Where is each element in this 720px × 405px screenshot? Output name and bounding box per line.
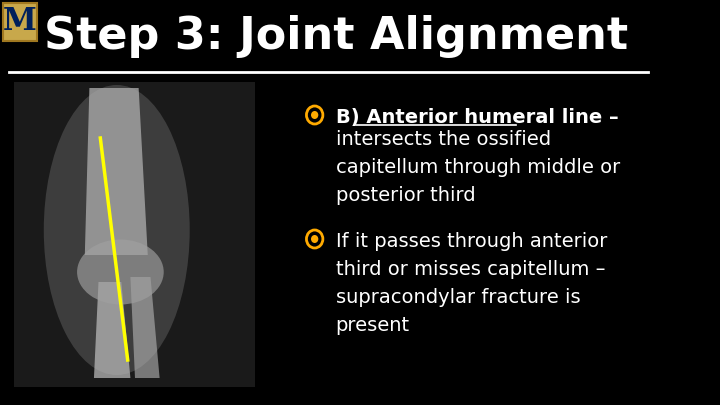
Polygon shape [130, 277, 160, 378]
Text: Step 3: Joint Alignment: Step 3: Joint Alignment [44, 15, 628, 58]
Ellipse shape [77, 239, 163, 305]
FancyBboxPatch shape [3, 3, 37, 41]
Circle shape [311, 111, 318, 119]
Text: intersects the ossified
capitellum through middle or
posterior third: intersects the ossified capitellum throu… [336, 130, 620, 205]
Bar [14, 82, 256, 387]
Circle shape [311, 235, 318, 243]
Polygon shape [94, 282, 130, 378]
Text: If it passes through anterior
third or misses capitellum –
supracondylar fractur: If it passes through anterior third or m… [336, 232, 607, 335]
Text: B) Anterior humeral line –: B) Anterior humeral line – [336, 108, 618, 127]
Polygon shape [85, 88, 148, 255]
Text: M: M [3, 6, 37, 38]
Ellipse shape [44, 85, 189, 375]
